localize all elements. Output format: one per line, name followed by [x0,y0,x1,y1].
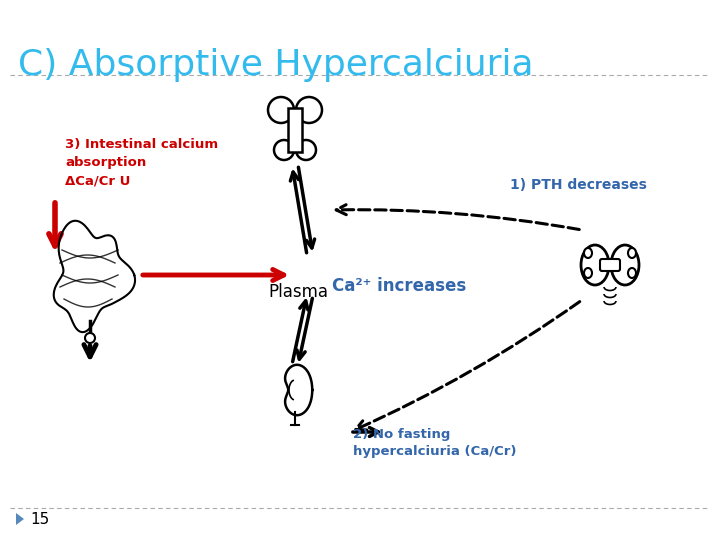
Polygon shape [288,108,302,152]
Ellipse shape [584,248,592,258]
Circle shape [296,140,316,160]
Ellipse shape [584,268,592,278]
Circle shape [85,333,95,343]
Text: Plasma: Plasma [268,283,328,301]
Polygon shape [16,513,24,525]
Ellipse shape [611,245,639,285]
Circle shape [268,97,294,123]
Text: C) Absorptive Hypercalciuria: C) Absorptive Hypercalciuria [18,48,534,82]
Ellipse shape [628,248,636,258]
Text: 1) PTH decreases: 1) PTH decreases [510,178,647,192]
FancyBboxPatch shape [600,259,620,271]
Text: Ca²⁺ increases: Ca²⁺ increases [332,277,467,295]
Text: 2) No fasting
hypercalciuria (Ca/Cr): 2) No fasting hypercalciuria (Ca/Cr) [353,428,516,458]
Ellipse shape [628,268,636,278]
Circle shape [296,97,322,123]
Polygon shape [54,221,135,332]
Ellipse shape [581,245,609,285]
Text: 15: 15 [30,511,49,526]
Circle shape [274,140,294,160]
Text: 3) Intestinal calcium
absorption
ΔCa/Cr U: 3) Intestinal calcium absorption ΔCa/Cr … [65,138,218,187]
Polygon shape [285,365,312,415]
